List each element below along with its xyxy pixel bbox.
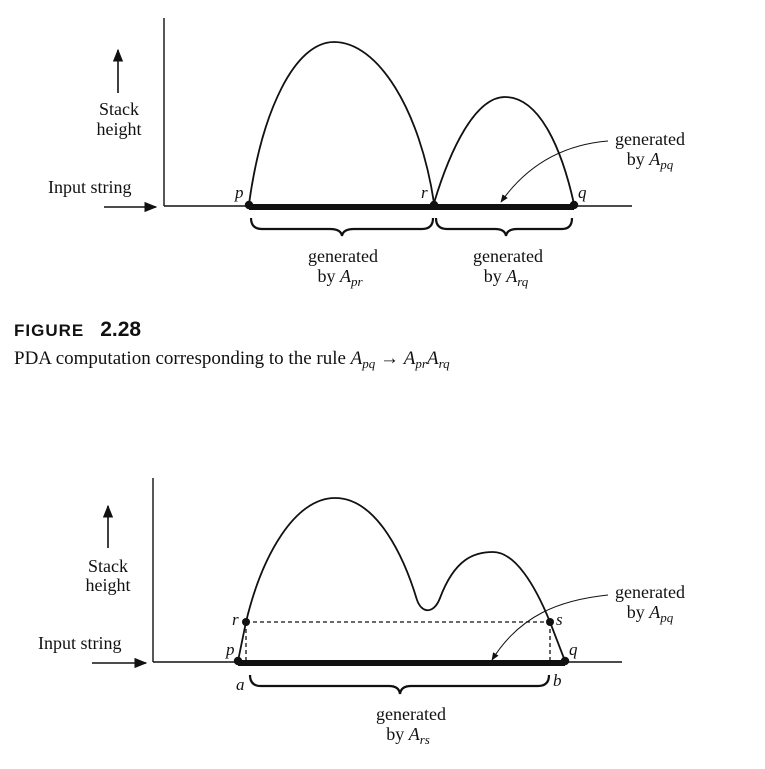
label-p: p	[225, 640, 235, 659]
point-p	[233, 656, 243, 666]
stack-curve-right	[433, 96, 575, 205]
brace-left-label-line1: generated	[308, 246, 378, 266]
point-s	[546, 618, 554, 626]
brace-right	[434, 217, 574, 237]
stack-curve	[237, 497, 566, 662]
caption-rhs2-var: A	[426, 348, 439, 369]
callout-arrow	[500, 140, 609, 203]
input-string-label: Input string	[38, 633, 122, 653]
label-s: s	[556, 610, 563, 629]
stack-height-label-line1: Stack	[99, 99, 139, 119]
callout-label-line2: by Apq	[627, 149, 674, 172]
brace-label-line1: generated	[376, 704, 446, 724]
callout-label-line1: generated	[615, 582, 685, 602]
brace-label-line2: by Ars	[386, 724, 430, 747]
figure-number: 2.28	[100, 318, 142, 341]
label-q: q	[569, 640, 578, 659]
caption-rhs2-sub: rq	[438, 356, 450, 371]
figure-word: FIGURE	[14, 321, 85, 340]
brace-left-label-line2: by Apr	[317, 266, 363, 289]
input-string-label: Input string	[48, 177, 132, 197]
label-b: b	[553, 671, 562, 690]
figure-caption-heading: FIGURE 2.28	[14, 318, 141, 342]
label-r: r	[421, 183, 428, 202]
stack-height-label-line2: height	[86, 575, 131, 595]
caption-arrow: →	[380, 348, 400, 369]
point-q	[569, 200, 579, 210]
label-a: a	[236, 675, 245, 694]
brace-right-label-line2: by Arq	[484, 266, 529, 289]
label-r: r	[232, 610, 239, 629]
callout-label-line2: by Apq	[627, 602, 674, 625]
stack-curve-left	[248, 41, 435, 205]
callout-arrow	[491, 594, 609, 661]
brace-left	[249, 217, 435, 237]
figure-caption-text: PDA computation corresponding to the rul…	[14, 348, 450, 372]
stack-height-label-line2: height	[97, 119, 142, 139]
caption-prefix: PDA computation corresponding to the rul…	[14, 348, 351, 369]
brace-right-label-line1: generated	[473, 246, 543, 266]
point-r	[242, 618, 250, 626]
point-r	[429, 200, 439, 210]
bottom-diagram: Stack height Input string r s p q a b ge…	[38, 478, 685, 747]
caption-rhs1-var: A	[403, 348, 416, 369]
caption-rhs1-sub: pr	[415, 356, 427, 371]
point-p	[244, 200, 254, 210]
point-q	[560, 656, 570, 666]
caption-lhs-sub: pq	[362, 356, 376, 371]
callout-label-line1: generated	[615, 129, 685, 149]
label-q: q	[578, 183, 587, 202]
caption-lhs-var: A	[350, 348, 363, 369]
stack-height-label-line1: Stack	[88, 556, 128, 576]
brace	[248, 674, 551, 695]
top-diagram: Stack height Input string p r q generate…	[48, 18, 685, 289]
label-p: p	[234, 183, 244, 202]
